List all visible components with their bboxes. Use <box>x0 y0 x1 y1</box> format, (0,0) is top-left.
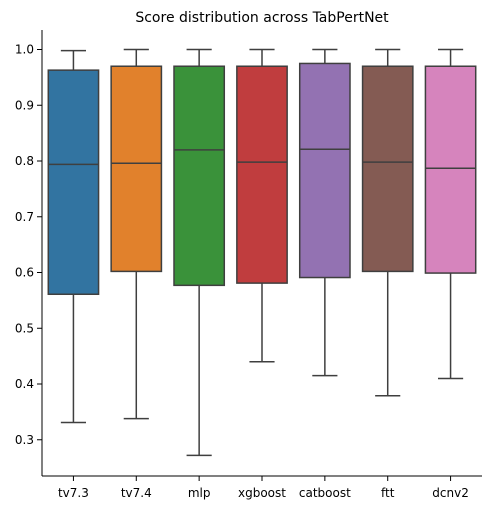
y-tick-label: 0.7 <box>15 210 34 224</box>
x-tick-label: mlp <box>188 486 211 500</box>
box-mlp <box>173 48 226 457</box>
x-tick-label: xgboost <box>238 486 286 500</box>
chart-title: Score distribution across TabPertNet <box>135 10 389 26</box>
y-tick-label: 0.5 <box>15 321 34 335</box>
box-tv7.3 <box>47 49 100 424</box>
x-tick-label: tv7.4 <box>121 486 152 500</box>
x-tick-label: tv7.3 <box>58 486 89 500</box>
iqr-box <box>361 65 414 273</box>
y-tick-label: 0.6 <box>15 266 34 280</box>
plot-area <box>47 48 477 457</box>
y-tick-label: 0.3 <box>15 433 34 447</box>
box-catboost <box>298 48 351 377</box>
y-tick-label: 0.9 <box>15 98 34 112</box>
y-tick-label: 0.4 <box>15 377 34 391</box>
iqr-box <box>298 62 351 279</box>
box-tv7.4 <box>110 48 163 420</box>
iqr-box <box>236 65 288 284</box>
x-axis: tv7.3 tv7.4 mlp xgboost catboost ftt dcnv2 <box>58 476 469 500</box>
iqr-box <box>110 65 163 273</box>
y-tick-label: 0.8 <box>15 154 34 168</box>
box-dcnv2 <box>424 48 477 380</box>
box-xgboost <box>236 48 288 363</box>
iqr-box <box>47 69 100 296</box>
iqr-box <box>424 65 477 274</box>
x-tick-label: catboost <box>299 486 351 500</box>
y-tick-label: 1.0 <box>15 43 34 57</box>
x-tick-label: ftt <box>381 486 395 500</box>
y-axis: 0.3 0.4 0.5 0.6 0.7 0.8 0.9 1.0 <box>15 43 42 447</box>
iqr-box <box>173 65 226 287</box>
box-ftt <box>361 48 414 397</box>
x-tick-label: dcnv2 <box>432 486 469 500</box>
